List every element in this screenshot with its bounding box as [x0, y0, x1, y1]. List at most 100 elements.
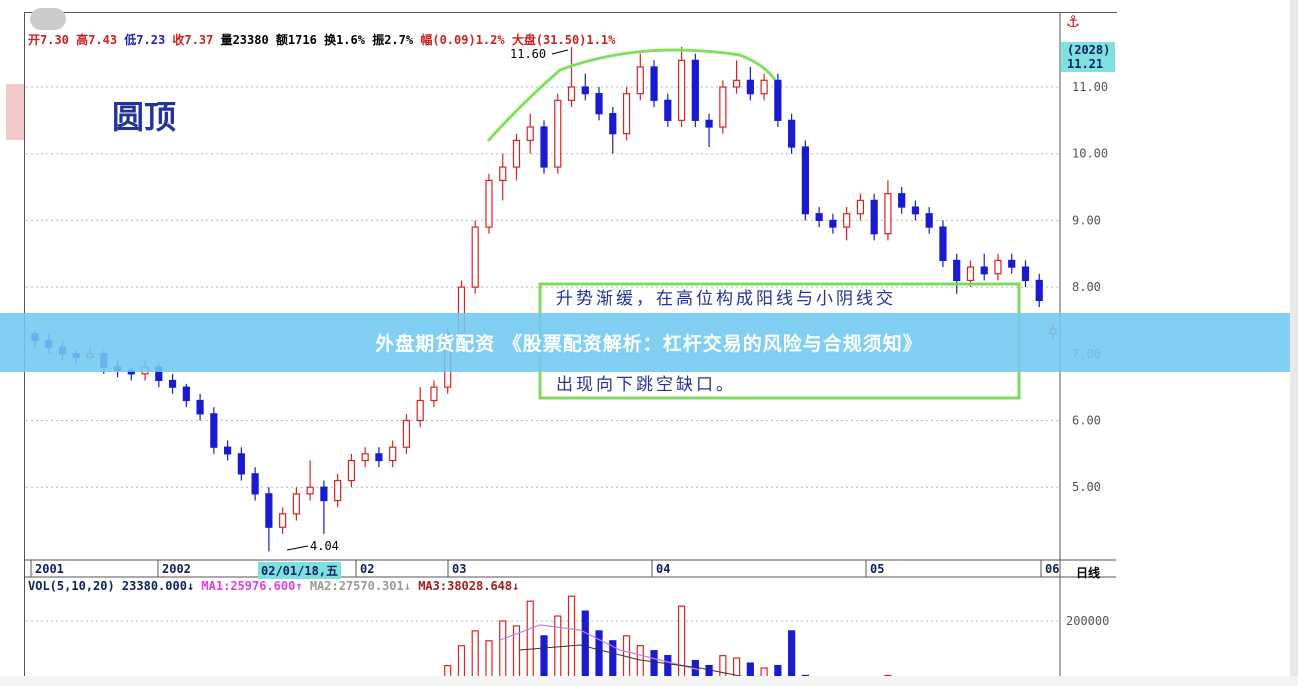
candle-body: [650, 66, 658, 101]
candle-body: [567, 86, 576, 101]
candle-body: [347, 459, 356, 482]
candle-body: [554, 99, 562, 168]
y-tick-label: 6.00: [1072, 414, 1101, 428]
period-label: 日线: [1076, 566, 1101, 580]
candle-body: [788, 119, 796, 148]
candle-body: [389, 446, 397, 462]
candle-body: [416, 399, 424, 422]
candle-body: [843, 213, 851, 228]
candle-body: [430, 386, 438, 402]
candle-body: [815, 213, 823, 221]
candle-body: [540, 126, 548, 168]
candle-body: [581, 86, 589, 95]
candle-body: [237, 453, 245, 475]
turnover-value: 换1.6%: [324, 33, 365, 47]
cursor-date: 02/01/18,五: [258, 562, 342, 579]
candle-body: [361, 453, 369, 462]
right-scroll-strip: [1290, 0, 1298, 686]
volume-bar: [664, 655, 672, 686]
ma2-value: MA2:27570.301: [309, 579, 404, 593]
volume-bar: [526, 600, 534, 686]
candle-body: [801, 146, 809, 215]
ma3-value: MA3:38028.648: [418, 579, 513, 593]
cursor-price: 11.21: [1067, 57, 1104, 71]
x-tick-label: 03: [452, 562, 466, 576]
article-title-banner[interactable]: 外盘期货配资 《股票配资解析：杠杆交易的风险与合规须知》: [0, 313, 1298, 372]
candle-body: [168, 379, 177, 388]
cursor-index: (2028): [1067, 43, 1111, 57]
volume-bar: [595, 630, 603, 686]
volume-bar: [636, 645, 644, 686]
y-tick-label: 9.00: [1072, 213, 1101, 227]
y-tick-label: 5.00: [1072, 480, 1101, 494]
candle-body: [1008, 259, 1016, 268]
high-pointer: [551, 49, 569, 55]
candle-body: [980, 266, 988, 275]
candle-body: [732, 79, 741, 88]
candle-body: [925, 213, 933, 228]
ma1-value: MA1:25976.600: [201, 579, 296, 593]
amount-value: 额1716: [275, 33, 317, 47]
low-value: 低7.23: [124, 33, 166, 47]
candle-body: [677, 59, 686, 121]
candle-body: [829, 219, 837, 228]
candle-body: [320, 486, 328, 502]
candle-body: [966, 266, 975, 282]
volume-bar: [499, 620, 507, 686]
y-tick-label: 10.00: [1072, 147, 1108, 161]
volume-tick-label: 200000: [1066, 614, 1109, 628]
candle-body: [774, 79, 782, 121]
ma2-line: [519, 644, 761, 681]
low-price-label: 4.04: [310, 539, 339, 553]
x-tick-label: 04: [656, 562, 670, 576]
candle-body: [622, 93, 631, 135]
volume-bar: [457, 645, 466, 686]
volume-bar: [485, 640, 493, 686]
volume-bar: [677, 605, 686, 686]
y-tick-label: 8.00: [1072, 280, 1101, 294]
volume-bar: [471, 630, 479, 686]
candle-body: [471, 226, 479, 288]
rounded-top-arc: [486, 48, 777, 142]
candle-body: [609, 113, 617, 135]
x-tick-label: 02: [360, 562, 374, 576]
volume-bar: [567, 595, 576, 686]
annotation-line-1: 升势渐缓，在高位构成阳线与小阴线交: [556, 289, 896, 309]
amplitude-value: 振2.7%: [372, 33, 414, 47]
change-value: 幅(0.09)1.2%: [420, 33, 505, 47]
candle-body: [705, 119, 713, 128]
high-price-label: 11.60: [510, 47, 546, 61]
x-tick-label: 06: [1045, 562, 1059, 576]
candle-body: [939, 226, 947, 262]
candle-body: [898, 193, 906, 208]
candle-body: [526, 126, 534, 141]
close-value: 收7.37: [172, 33, 214, 47]
candle-body: [182, 386, 190, 402]
volume-bar: [691, 659, 699, 686]
candle-body: [402, 419, 411, 448]
low-pointer: [286, 545, 309, 551]
candle-body: [306, 486, 314, 495]
candle-body: [279, 513, 287, 528]
volume-bar: [609, 640, 617, 686]
candle-body: [636, 66, 644, 95]
quote-line: 开7.30 高7.43 低7.23 收7.37 量23380 额1716 换1.…: [28, 31, 615, 48]
candle-body: [994, 259, 1002, 275]
volume-bar: [650, 650, 658, 686]
y-tick-label: 11.00: [1072, 80, 1108, 94]
candle-body: [485, 179, 493, 228]
volume-bar: [512, 625, 521, 686]
candle-body: [856, 199, 865, 215]
volume-bar: [540, 635, 548, 686]
open-value: 开7.30: [28, 33, 69, 47]
candle-body: [210, 413, 218, 448]
candle-body: [719, 86, 727, 128]
candle-body: [265, 493, 273, 528]
candle-body: [292, 493, 300, 515]
high-value: 高7.43: [76, 33, 118, 47]
candle-body: [223, 446, 232, 455]
candle-body: [953, 259, 961, 282]
candle-body: [664, 99, 672, 121]
candle-body: [334, 479, 342, 502]
volume-bar: [581, 610, 589, 686]
